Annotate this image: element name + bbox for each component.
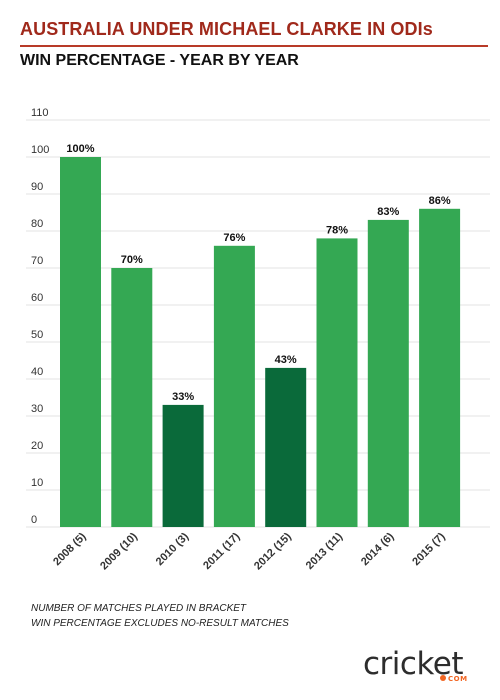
- gridlines: [26, 119, 490, 528]
- cricket-com-logo: cricket COM: [363, 648, 483, 688]
- logo-domain: COM: [448, 675, 468, 683]
- footnotes: NUMBER OF MATCHES PLAYED IN BRACKET WIN …: [31, 601, 289, 631]
- y-tick-label: 40: [31, 366, 43, 378]
- bars: [60, 157, 461, 528]
- bar-chart: 100% 70% 33% 76% 43% 78% 83% 86% 0 10 20 30 40 50 60 7…: [26, 107, 490, 572]
- bar-2011: [213, 245, 255, 528]
- data-labels: 100% 70% 33% 76% 43% 78% 83% 86%: [66, 143, 450, 403]
- data-label: 78%: [326, 224, 348, 236]
- y-axis-ticks: 0 10 20 30 40 50 60 70 80 90 100 110: [31, 107, 49, 526]
- x-tick-label: 2011 (17): [201, 530, 243, 572]
- x-tick-label: 2009 (10): [98, 530, 140, 572]
- y-tick-label: 20: [31, 440, 43, 452]
- logo-dot-icon: [440, 675, 446, 681]
- bar-2014: [367, 219, 409, 527]
- y-tick-label: 0: [31, 514, 37, 526]
- bar-2015: [419, 208, 461, 528]
- x-tick-label: 2010 (3): [154, 530, 192, 568]
- chart-subtitle: WIN PERCENTAGE - YEAR BY YEAR: [20, 52, 299, 69]
- bar-2010: [162, 404, 204, 527]
- y-tick-label: 10: [31, 477, 43, 489]
- x-tick-label: 2014 (6): [359, 530, 397, 568]
- x-tick-label: 2015 (7): [410, 530, 448, 568]
- x-axis-ticks: 2008 (5) 2009 (10) 2010 (3) 2011 (17) 2012 (…: [51, 530, 448, 572]
- y-tick-label: 70: [31, 255, 43, 267]
- bar-2013: [316, 238, 358, 527]
- footnote-matches: NUMBER OF MATCHES PLAYED IN BRACKET: [31, 603, 247, 614]
- y-tick-label: 90: [31, 181, 43, 193]
- y-tick-label: 50: [31, 329, 43, 341]
- data-label: 83%: [377, 206, 399, 218]
- x-tick-label: 2013 (11): [304, 530, 346, 572]
- logo-wordmark: cricket: [363, 646, 464, 682]
- bar-2012: [265, 367, 307, 527]
- data-label: 33%: [172, 391, 194, 403]
- bar-2009: [111, 268, 153, 527]
- data-label: 70%: [121, 254, 143, 266]
- y-tick-label: 80: [31, 218, 43, 230]
- data-label: 100%: [66, 143, 94, 155]
- y-tick-label: 60: [31, 292, 43, 304]
- footnote-no-result: WIN PERCENTAGE EXCLUDES NO-RESULT MATCHE…: [31, 618, 289, 629]
- y-tick-label: 110: [31, 107, 49, 119]
- bar-2008: [60, 157, 101, 527]
- y-tick-label: 100: [31, 144, 49, 156]
- y-tick-label: 30: [31, 403, 43, 415]
- data-label: 76%: [223, 232, 245, 244]
- title-underline: [20, 45, 488, 47]
- data-label: 43%: [275, 354, 297, 366]
- chart-title: AUSTRALIA UNDER MICHAEL CLARKE IN ODIs: [20, 19, 433, 39]
- x-tick-label: 2012 (15): [252, 530, 294, 572]
- data-label: 86%: [429, 195, 451, 207]
- x-tick-label: 2008 (5): [51, 530, 89, 568]
